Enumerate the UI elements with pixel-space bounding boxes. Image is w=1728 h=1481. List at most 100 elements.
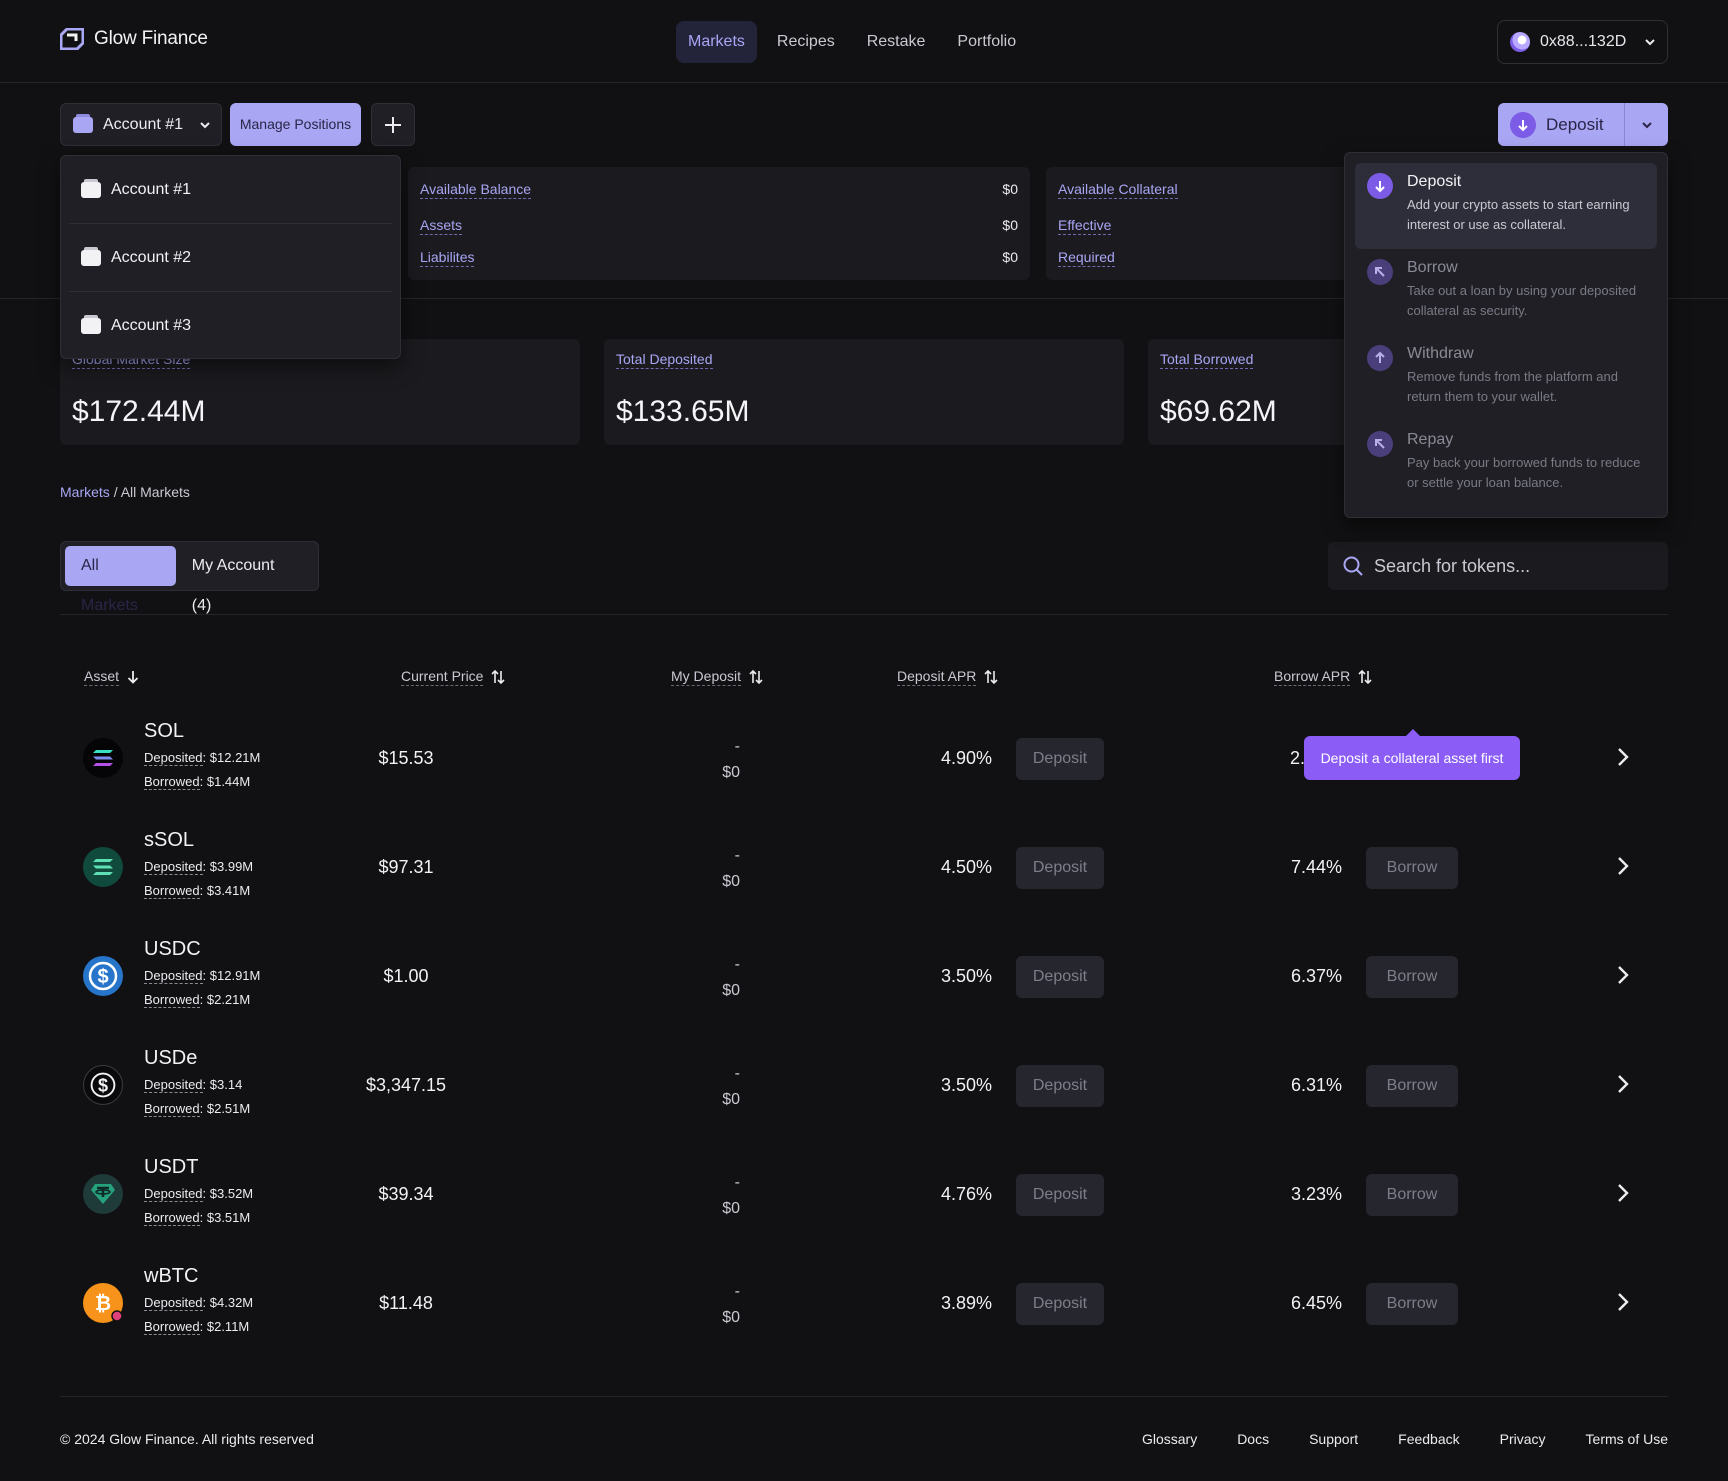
- footer-link-support[interactable]: Support: [1309, 1431, 1359, 1447]
- chevron-right-icon[interactable]: [1616, 746, 1630, 768]
- nav-restake[interactable]: Restake: [866, 33, 926, 50]
- deposit-button[interactable]: Deposit: [1016, 738, 1104, 780]
- deposited-label: Deposited: [144, 859, 203, 875]
- menu-item-deposit[interactable]: Deposit Add your crypto assets to start …: [1355, 163, 1657, 249]
- asset-borrowed: Borrowed: $2.11M: [144, 1319, 249, 1335]
- deposit-button[interactable]: Deposit: [1016, 956, 1104, 998]
- deposit-button[interactable]: Deposit: [1016, 1065, 1104, 1107]
- wallet-icon: [73, 113, 93, 133]
- deposit-button[interactable]: Deposit: [1016, 1174, 1104, 1216]
- account-option-label: Account #2: [111, 248, 192, 266]
- deposit-apr-value: 4.50%: [940, 857, 992, 877]
- deposit-apr-value: 3.50%: [940, 966, 992, 986]
- col-my-deposit[interactable]: My Deposit: [671, 668, 763, 686]
- usdc-token-icon: $: [83, 956, 123, 996]
- collateral-tooltip: Deposit a collateral asset first: [1304, 729, 1520, 780]
- footer-link-terms[interactable]: Terms of Use: [1585, 1431, 1668, 1447]
- tab-all-markets[interactable]: All Markets: [65, 546, 176, 614]
- price-value: $97.31: [378, 857, 434, 877]
- my-deposit-value: $0: [722, 764, 740, 781]
- borrow-apr-value: 6.45%: [1290, 1293, 1342, 1313]
- borrow-button[interactable]: Borrow: [1366, 956, 1458, 998]
- deposit-menu-toggle[interactable]: [1625, 103, 1668, 146]
- available-collateral-label[interactable]: Available Collateral: [1058, 181, 1178, 199]
- usde-token-icon: $: [83, 1065, 123, 1105]
- liabilities-label[interactable]: Liabilites: [420, 249, 475, 267]
- borrow-button[interactable]: Borrow: [1366, 847, 1458, 889]
- footer-link-docs[interactable]: Docs: [1237, 1431, 1270, 1447]
- footer-link-glossary[interactable]: Glossary: [1141, 1431, 1198, 1447]
- search-input[interactable]: [1374, 555, 1644, 577]
- main-nav: Markets Recipes Restake Portfolio: [676, 21, 1028, 63]
- nav-recipes[interactable]: Recipes: [776, 33, 835, 50]
- ssol-token-icon: [83, 847, 123, 887]
- deposit-split-button: Deposit: [1498, 103, 1668, 146]
- menu-item-repay[interactable]: Repay Pay back your borrowed funds to re…: [1355, 421, 1657, 507]
- borrow-apr-value: 2.: [1290, 748, 1306, 768]
- table-row[interactable]: $ USDC Deposited: $12.91M Borrowed: $2.2…: [60, 928, 1668, 1028]
- footer-divider: [60, 1396, 1668, 1397]
- deposited-value: : $4.32M: [202, 1295, 254, 1310]
- chevron-right-icon[interactable]: [1616, 1182, 1630, 1204]
- search-icon: [1343, 556, 1363, 576]
- col-asset[interactable]: Asset: [84, 668, 139, 686]
- sort-icon: [749, 669, 763, 685]
- account-option-3[interactable]: Account #3: [69, 292, 392, 360]
- menu-item-borrow[interactable]: Borrow Take out a loan by using your dep…: [1355, 249, 1657, 335]
- my-deposit-value: $0: [722, 982, 740, 999]
- assets-label[interactable]: Assets: [420, 217, 463, 235]
- chevron-right-icon[interactable]: [1616, 855, 1630, 877]
- menu-item-withdraw[interactable]: Withdraw Remove funds from the platform …: [1355, 335, 1657, 421]
- deposit-button[interactable]: Deposit: [1498, 103, 1625, 146]
- brand-logo[interactable]: Glow Finance: [60, 28, 208, 50]
- borrow-button[interactable]: Borrow: [1366, 1174, 1458, 1216]
- svg-text:₿: ₿: [95, 1293, 111, 1315]
- account-option-label: Account #1: [111, 180, 192, 198]
- borrow-button[interactable]: Borrow: [1366, 1283, 1458, 1325]
- deposit-button[interactable]: Deposit: [1016, 847, 1104, 889]
- my-deposit-dash: -: [734, 1065, 740, 1082]
- account-option-1[interactable]: Account #1: [69, 156, 392, 224]
- table-row[interactable]: ₿ wBTC Deposited: $4.32M Borrowed: $2.11…: [60, 1255, 1668, 1355]
- add-account-button[interactable]: [371, 103, 415, 146]
- table-row[interactable]: SOL Deposited: $12.21M Borrowed: $1.44M …: [60, 710, 1668, 810]
- asset-borrowed: Borrowed: $3.51M: [144, 1210, 250, 1226]
- table-row[interactable]: $ USDe Deposited: $3.14 Borrowed: $2.51M…: [60, 1037, 1668, 1137]
- asset-deposited: Deposited: $3.99M: [144, 859, 253, 875]
- deposit-apr-value: 4.90%: [940, 748, 992, 768]
- col-current-price[interactable]: Current Price: [401, 668, 506, 686]
- chevron-right-icon[interactable]: [1616, 1291, 1630, 1313]
- chevron-right-icon[interactable]: [1616, 964, 1630, 986]
- col-borrow-apr[interactable]: Borrow APR: [1274, 668, 1372, 686]
- effective-label[interactable]: Effective: [1058, 217, 1112, 235]
- deposit-button[interactable]: Deposit: [1016, 1283, 1104, 1325]
- menu-item-desc: Pay back your borrowed funds to reduce o…: [1407, 455, 1641, 490]
- stat-label[interactable]: Total Deposited: [616, 351, 713, 369]
- stat-value: $69.62M: [1160, 395, 1277, 428]
- borrow-button[interactable]: Borrow: [1366, 1065, 1458, 1107]
- account-option-label: Account #3: [111, 317, 192, 334]
- account-selector[interactable]: Account #1: [60, 103, 222, 146]
- available-balance-label[interactable]: Available Balance: [420, 181, 532, 199]
- chevron-right-icon[interactable]: [1616, 1073, 1630, 1095]
- wallet-button[interactable]: 0x88...132D: [1497, 20, 1668, 64]
- required-label[interactable]: Required: [1058, 249, 1115, 267]
- nav-markets[interactable]: Markets: [676, 21, 757, 63]
- table-row[interactable]: sSOL Deposited: $3.99M Borrowed: $3.41M …: [60, 819, 1668, 919]
- table-row[interactable]: USDT Deposited: $3.52M Borrowed: $3.51M …: [60, 1146, 1668, 1246]
- glow-logo-icon: [60, 28, 84, 50]
- footer-link-feedback[interactable]: Feedback: [1398, 1431, 1460, 1447]
- account-option-2[interactable]: Account #2: [69, 224, 392, 292]
- menu-item-title: Repay: [1407, 431, 1454, 448]
- col-deposit-apr[interactable]: Deposit APR: [897, 668, 998, 686]
- breadcrumb-markets[interactable]: Markets: [60, 484, 110, 500]
- deposited-value: : $3.52M: [202, 1186, 254, 1201]
- manage-positions-button[interactable]: Manage Positions: [230, 103, 361, 146]
- nav-portfolio[interactable]: Portfolio: [957, 33, 1017, 50]
- deposited-label: Deposited: [144, 1295, 203, 1311]
- tab-my-account[interactable]: My Account (4): [191, 557, 275, 614]
- stat-label[interactable]: Total Borrowed: [1160, 351, 1254, 369]
- asset-symbol: USDT: [144, 1156, 199, 1178]
- footer-link-privacy[interactable]: Privacy: [1499, 1431, 1546, 1447]
- chevron-down-icon: [1641, 121, 1652, 128]
